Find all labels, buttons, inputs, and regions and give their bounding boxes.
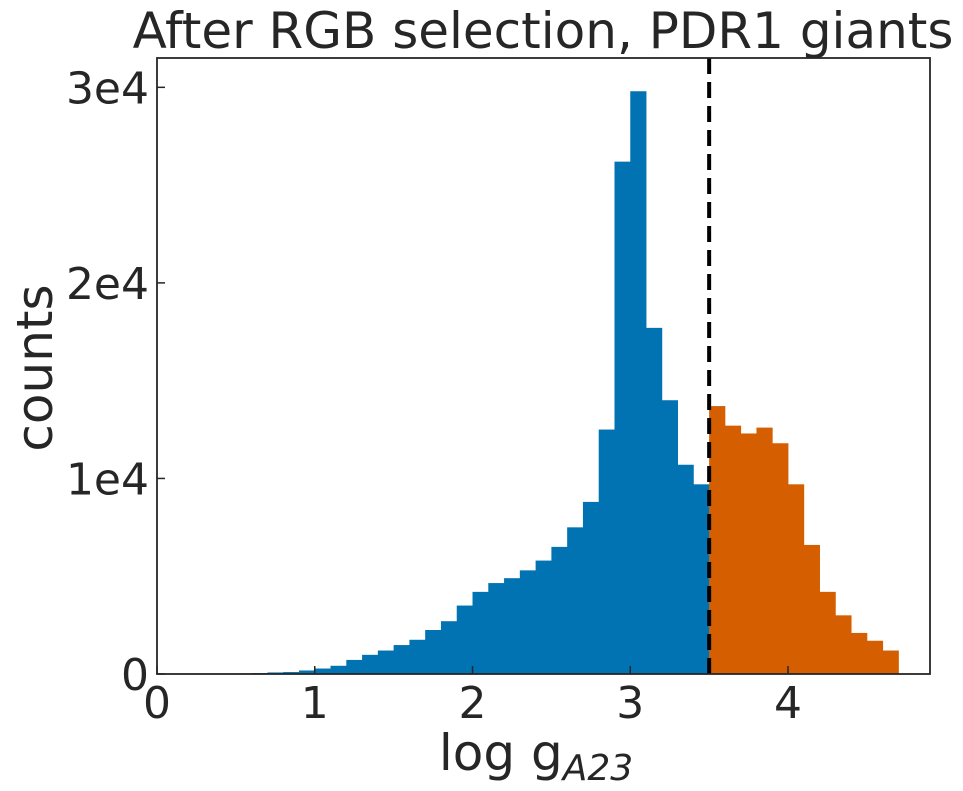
histogram-bar	[298, 670, 316, 674]
histogram-bar	[661, 400, 678, 674]
histogram-bar	[835, 615, 852, 674]
histogram-bar	[283, 672, 300, 674]
histogram-bar	[803, 544, 820, 674]
ticks-layer: 0 1 2 3 4 0 1e4 2e4 3e4	[66, 63, 802, 729]
histogram-bar	[851, 632, 868, 674]
histogram-bar	[677, 464, 694, 674]
x-axis-label-main: log g	[439, 724, 563, 782]
histogram-bar	[535, 560, 552, 674]
histogram-bar	[504, 578, 521, 674]
histogram-bar	[567, 527, 584, 674]
plot-frame	[156, 57, 931, 675]
histogram-bar	[598, 429, 615, 674]
histogram-bar	[393, 645, 410, 674]
x-tick-label: 3	[616, 678, 644, 729]
x-tick-label: 2	[459, 678, 487, 729]
histogram-bar	[772, 443, 789, 674]
histogram-bar	[425, 630, 442, 674]
histogram-bar	[314, 668, 331, 674]
histogram-bar	[724, 425, 742, 674]
histogram-bar	[866, 640, 884, 674]
histogram-bar	[409, 639, 426, 674]
histogram-bar	[362, 654, 379, 674]
histogram-bar	[709, 406, 726, 674]
histogram-bar	[330, 665, 347, 674]
chart-title: After RGB selection, PDR1 giants	[133, 2, 954, 60]
y-tick-label: 3e4	[66, 63, 149, 114]
x-tick-label: 1	[301, 678, 329, 729]
histogram-bar	[614, 161, 631, 675]
histogram-bar	[346, 659, 363, 674]
histogram-bar	[488, 583, 505, 674]
histogram-bar	[440, 621, 458, 674]
histogram-bar	[551, 546, 568, 674]
y-tick-label: 0	[121, 650, 149, 701]
histogram-bar	[882, 650, 899, 674]
x-axis-label: log gA23	[439, 724, 633, 789]
y-axis-label: counts	[6, 284, 64, 451]
histogram-bar	[756, 427, 773, 674]
histogram-bar	[740, 433, 757, 674]
y-tick-label: 2e4	[66, 259, 149, 310]
x-tick-label: 4	[774, 678, 802, 729]
x-tick-label: 0	[143, 678, 171, 729]
histogram-bar	[630, 91, 647, 674]
histogram-bar	[819, 591, 836, 674]
histogram-bar	[788, 484, 805, 674]
x-axis-label-subscript: A23	[561, 748, 633, 789]
histogram-bar	[519, 570, 537, 674]
histogram-bar	[456, 605, 473, 674]
histogram-bar	[646, 327, 663, 674]
histogram-bar	[582, 501, 600, 674]
bars-layer	[235, 91, 899, 675]
y-tick-label: 1e4	[66, 454, 149, 505]
histogram-bar	[693, 484, 710, 674]
histogram-bar	[377, 650, 395, 674]
histogram-bar	[472, 591, 489, 674]
